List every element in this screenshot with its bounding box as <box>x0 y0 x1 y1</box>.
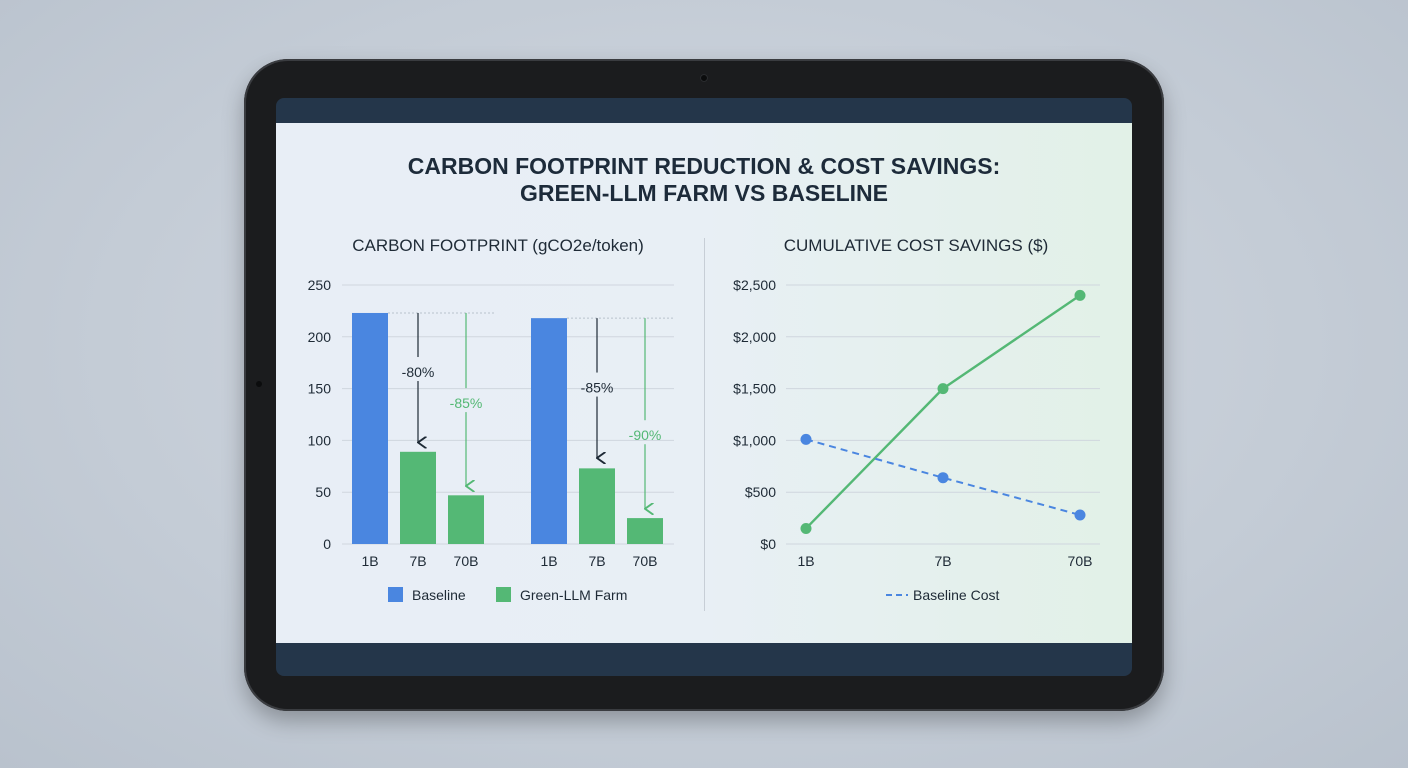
series-point <box>1074 509 1086 521</box>
reduction-label: -85% <box>450 395 483 411</box>
page-title-line-1: CARBON FOOTPRINT REDUCTION & COST SAVING… <box>407 153 1001 179</box>
series-line <box>805 294 1081 530</box>
legend-label: Baseline <box>412 587 466 603</box>
bar-y-tick: 100 <box>308 432 332 448</box>
line-y-tick: $500 <box>745 484 776 500</box>
reduction-label: -90% <box>629 427 662 443</box>
bar-x-tick: 7B <box>409 553 426 569</box>
page-title: CARBON FOOTPRINT REDUCTION & COST SAVING… <box>276 153 1132 207</box>
bar-y-tick: 150 <box>308 381 332 397</box>
bar <box>352 312 388 544</box>
line-y-tick: $0 <box>760 536 776 552</box>
legend-swatch <box>496 587 511 602</box>
line-y-tick: $2,500 <box>733 277 776 293</box>
bar-chart-title: CARBON FOOTPRINT (gCO2e/token) <box>352 236 644 255</box>
legend-label: Baseline Cost <box>913 587 999 603</box>
bar <box>448 495 484 544</box>
bar-x-tick: 1B <box>361 553 378 569</box>
slide: CARBON FOOTPRINT REDUCTION & COST SAVING… <box>276 123 1132 643</box>
line-y-tick: $1,000 <box>733 432 776 448</box>
reduction-label: -80% <box>402 364 435 380</box>
camera-icon <box>700 74 708 82</box>
line-x-tick: 1B <box>797 553 814 569</box>
series-point <box>1074 289 1086 301</box>
bar <box>531 318 567 544</box>
bar-x-tick: 1B <box>540 553 557 569</box>
bar-x-tick: 70B <box>633 553 658 569</box>
bar <box>579 468 615 544</box>
reduction-label: -85% <box>581 380 614 396</box>
charts-canvas: CARBON FOOTPRINT (gCO2e/token) 250 200 150 1… <box>308 236 1100 603</box>
bar-y-tick: 250 <box>308 277 332 293</box>
line-x-tick: 70B <box>1068 553 1093 569</box>
bar-y-tick: 200 <box>308 329 332 345</box>
line-chart-title: CUMULATIVE COST SAVINGS ($) <box>784 236 1049 255</box>
series-point <box>937 472 949 484</box>
series-point <box>937 383 949 395</box>
line-y-tick: $2,000 <box>733 329 776 345</box>
legend-swatch <box>388 587 403 602</box>
series-point <box>800 522 812 534</box>
bar <box>627 518 663 544</box>
series-point <box>800 433 812 445</box>
tablet-screen: CARBON FOOTPRINT REDUCTION & COST SAVING… <box>276 98 1132 676</box>
bar-x-tick: 70B <box>454 553 479 569</box>
chart-divider <box>704 238 705 611</box>
bar-y-tick: 0 <box>323 536 331 552</box>
bar <box>400 451 436 544</box>
page-title-line-2: GREEN-LLM FARM VS BASELINE <box>519 180 888 206</box>
line-y-tick: $1,500 <box>733 381 776 397</box>
line-x-tick: 7B <box>934 553 951 569</box>
side-sensor <box>256 381 262 387</box>
bar-x-tick: 7B <box>588 553 605 569</box>
legend-label: Green-LLM Farm <box>520 587 627 603</box>
bar-y-tick: 50 <box>315 484 331 500</box>
